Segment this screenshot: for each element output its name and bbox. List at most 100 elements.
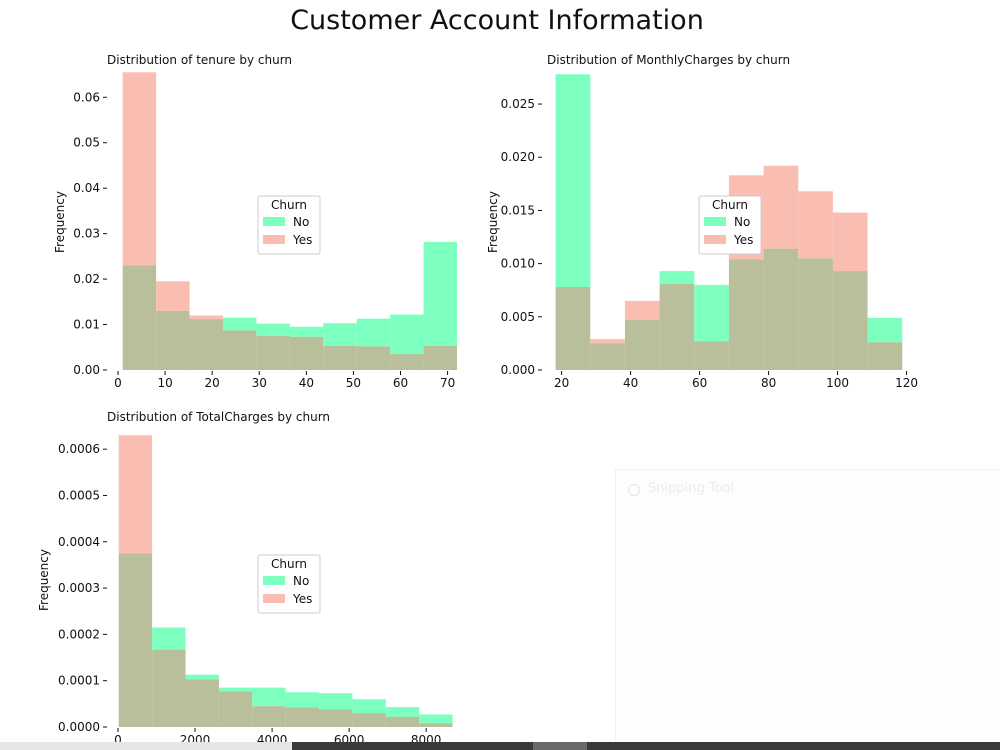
bar-no	[555, 74, 591, 288]
legend-label: Yes	[292, 233, 312, 247]
y-tick-label: 0.025	[501, 97, 535, 111]
y-tick-label: 0.01	[73, 318, 100, 332]
bar-no	[390, 314, 424, 355]
bar-yes	[156, 281, 190, 311]
x-tick-label: 50	[346, 376, 361, 390]
y-tick-label: 0.00	[73, 363, 100, 377]
y-axis: 0.00 0.01 0.02 0.03 0.04 0.05 0.06	[73, 90, 107, 377]
bar-yes	[118, 435, 153, 554]
bar-no	[252, 687, 286, 707]
bar-overlap	[423, 345, 457, 370]
legend: Churn No Yes	[257, 195, 321, 255]
bar-no	[285, 692, 320, 708]
bar-no	[694, 284, 729, 342]
bar-overlap	[798, 258, 833, 370]
bar-overlap	[624, 320, 660, 370]
bar-overlap	[218, 691, 253, 727]
bar-no	[218, 687, 253, 692]
legend: Churn No Yes	[257, 554, 321, 614]
legend-swatch-yes	[263, 594, 285, 603]
legend-title: Churn	[271, 198, 307, 212]
legend-title: Churn	[271, 557, 307, 571]
bar-overlap	[289, 336, 324, 370]
bar-no	[222, 317, 257, 331]
bar-no	[319, 693, 353, 710]
x-tick-label: 10	[157, 376, 172, 390]
bar-overlap	[763, 248, 799, 370]
bar-overlap	[319, 709, 353, 727]
y-tick-label: 0.05	[73, 136, 100, 150]
y-axis-label: Frequency	[486, 191, 500, 253]
legend-label: Yes	[292, 592, 312, 606]
x-tick-label: 40	[299, 376, 314, 390]
figure-title: Customer Account Information	[290, 5, 704, 36]
bar-yes	[763, 165, 799, 249]
x-axis: 20 40 60 80 100 120	[554, 371, 918, 390]
y-tick-label: 0.03	[73, 227, 100, 241]
legend-label: No	[293, 215, 309, 229]
bar-yes	[590, 339, 625, 344]
legend-label: No	[293, 574, 309, 588]
bar-no	[423, 241, 457, 346]
legend-label: Yes	[733, 233, 753, 247]
bar-no	[289, 326, 324, 337]
legend: Churn No Yes	[698, 195, 762, 255]
panel-title: Distribution of tenure by churn	[107, 53, 292, 67]
taskbar-item[interactable]	[533, 742, 587, 750]
x-tick-label: 40	[623, 376, 638, 390]
x-tick-label: 0	[114, 733, 122, 747]
legend-swatch-no	[704, 217, 726, 226]
snipping-tool-icon	[628, 484, 640, 496]
chart-panel-tenure: Distribution of tenure by churn 0 10 20 30 40…	[53, 53, 457, 390]
bar-overlap	[189, 319, 223, 370]
bar-overlap	[555, 287, 591, 370]
bar-overlap	[832, 271, 868, 370]
bar-yes	[189, 315, 223, 320]
bar-overlap	[590, 343, 625, 370]
y-tick-label: 0.0001	[58, 674, 100, 688]
y-axis-label: Frequency	[53, 191, 67, 253]
bar-overlap	[156, 310, 190, 370]
bar-overlap	[728, 259, 764, 370]
bar-overlap	[323, 345, 357, 370]
bar-no	[152, 627, 186, 650]
panel-title: Distribution of TotalCharges by churn	[107, 410, 330, 424]
bar-no	[419, 714, 453, 724]
y-tick-label: 0.0003	[58, 581, 100, 595]
bar-no	[867, 317, 903, 343]
bar-overlap	[185, 679, 219, 727]
histogram-bars	[122, 72, 457, 370]
chart-panel-monthly: Distribution of MonthlyCharges by churn 2…	[486, 53, 918, 390]
bar-overlap	[118, 553, 153, 727]
y-tick-label: 0.0004	[58, 535, 100, 549]
y-tick-label: 0.015	[501, 203, 535, 217]
x-tick-label: 120	[895, 376, 918, 390]
x-tick-label: 70	[440, 376, 455, 390]
legend-swatch-no	[263, 217, 285, 226]
bar-overlap	[390, 354, 424, 370]
bar-yes	[624, 300, 660, 320]
x-tick-label: 20	[554, 376, 569, 390]
bar-no	[356, 318, 391, 347]
legend-title: Churn	[712, 198, 748, 212]
bar-overlap	[385, 716, 420, 727]
y-axis-label: Frequency	[37, 549, 51, 611]
legend-swatch-yes	[263, 235, 285, 244]
taskbar-segment	[0, 742, 292, 750]
snipping-tool-window[interactable]: Snipping Tool	[615, 469, 1000, 750]
x-tick-label: 60	[692, 376, 707, 390]
y-tick-label: 0.000	[501, 363, 535, 377]
x-tick-label: 60	[393, 376, 408, 390]
y-tick-label: 0.0002	[58, 627, 100, 641]
bar-overlap	[867, 342, 903, 370]
legend-swatch-no	[263, 576, 285, 585]
y-tick-label: 0.02	[73, 272, 100, 286]
y-tick-label: 0.0005	[58, 488, 100, 502]
histogram-bars	[555, 74, 903, 370]
bar-overlap	[256, 335, 290, 370]
x-tick-label: 0	[114, 376, 122, 390]
x-tick-label: 20	[205, 376, 220, 390]
bar-overlap	[122, 265, 157, 370]
bar-no	[385, 707, 420, 717]
